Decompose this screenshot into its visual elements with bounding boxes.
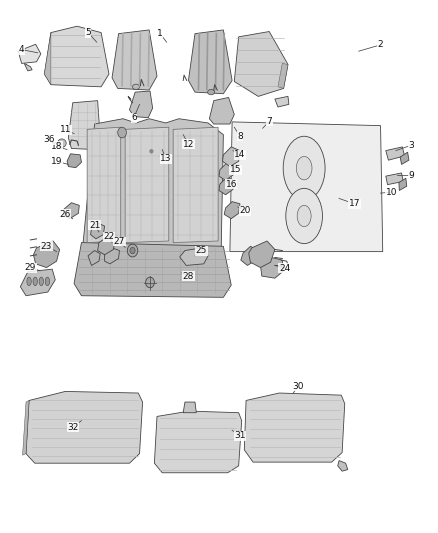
- Polygon shape: [175, 127, 194, 144]
- Polygon shape: [399, 178, 407, 190]
- Text: 22: 22: [103, 232, 115, 241]
- Polygon shape: [67, 154, 81, 167]
- Text: 28: 28: [183, 272, 194, 280]
- Polygon shape: [180, 248, 208, 265]
- Polygon shape: [278, 63, 288, 88]
- Text: 14: 14: [234, 150, 246, 159]
- Text: 13: 13: [160, 154, 172, 163]
- Polygon shape: [261, 257, 284, 278]
- Ellipse shape: [118, 127, 127, 138]
- Text: 9: 9: [408, 171, 414, 180]
- Polygon shape: [112, 30, 157, 90]
- Polygon shape: [74, 243, 231, 297]
- Text: 26: 26: [60, 210, 71, 219]
- Text: 17: 17: [349, 199, 360, 208]
- Polygon shape: [241, 246, 258, 265]
- Text: 36: 36: [43, 135, 54, 144]
- Ellipse shape: [286, 188, 322, 244]
- Text: 4: 4: [19, 45, 25, 54]
- Text: 23: 23: [41, 242, 52, 251]
- Polygon shape: [183, 402, 196, 413]
- Polygon shape: [209, 98, 234, 124]
- Polygon shape: [20, 269, 55, 296]
- Text: 20: 20: [240, 206, 251, 215]
- Text: 12: 12: [183, 140, 194, 149]
- Polygon shape: [98, 236, 115, 255]
- Ellipse shape: [45, 277, 49, 286]
- Polygon shape: [44, 26, 109, 87]
- Ellipse shape: [39, 277, 43, 286]
- Text: 19: 19: [51, 157, 62, 166]
- Text: 3: 3: [408, 141, 414, 150]
- Polygon shape: [44, 33, 51, 85]
- Polygon shape: [230, 122, 383, 252]
- Ellipse shape: [146, 277, 154, 288]
- Polygon shape: [219, 163, 234, 180]
- Text: 11: 11: [60, 125, 71, 134]
- Polygon shape: [87, 127, 121, 243]
- Polygon shape: [275, 96, 289, 107]
- Polygon shape: [386, 147, 405, 160]
- Text: 6: 6: [131, 113, 137, 122]
- Polygon shape: [249, 241, 275, 268]
- Polygon shape: [88, 251, 100, 265]
- Ellipse shape: [296, 157, 312, 180]
- Polygon shape: [24, 63, 32, 71]
- Polygon shape: [386, 173, 403, 184]
- Polygon shape: [64, 203, 79, 219]
- Ellipse shape: [33, 277, 37, 286]
- Polygon shape: [105, 248, 120, 264]
- Text: 30: 30: [293, 382, 304, 391]
- Text: 1: 1: [157, 29, 163, 38]
- Polygon shape: [400, 152, 409, 165]
- Text: 8: 8: [237, 132, 243, 141]
- Ellipse shape: [130, 247, 135, 254]
- Polygon shape: [338, 461, 348, 471]
- Text: 2: 2: [378, 41, 383, 50]
- Polygon shape: [188, 30, 232, 94]
- Polygon shape: [173, 127, 218, 243]
- Text: 7: 7: [266, 117, 272, 126]
- Polygon shape: [91, 223, 105, 239]
- Ellipse shape: [133, 84, 140, 90]
- Ellipse shape: [27, 277, 31, 286]
- Text: 5: 5: [85, 28, 91, 37]
- Polygon shape: [224, 201, 240, 219]
- Text: ●: ●: [149, 148, 154, 153]
- Ellipse shape: [127, 244, 138, 257]
- Polygon shape: [244, 393, 345, 462]
- Ellipse shape: [283, 136, 325, 200]
- Polygon shape: [33, 241, 60, 268]
- Polygon shape: [234, 31, 288, 96]
- Text: 18: 18: [51, 142, 62, 151]
- Polygon shape: [83, 119, 223, 251]
- Polygon shape: [154, 411, 242, 473]
- Text: 24: 24: [279, 264, 290, 272]
- Ellipse shape: [297, 205, 311, 227]
- Text: 31: 31: [234, 431, 246, 440]
- Ellipse shape: [57, 139, 66, 148]
- Polygon shape: [125, 127, 169, 243]
- Polygon shape: [22, 400, 29, 455]
- Polygon shape: [130, 91, 152, 118]
- Ellipse shape: [208, 90, 215, 95]
- Text: 27: 27: [114, 237, 125, 246]
- Text: 16: 16: [226, 180, 237, 189]
- Text: 10: 10: [386, 188, 397, 197]
- Polygon shape: [26, 391, 143, 463]
- Text: 32: 32: [67, 423, 78, 432]
- Text: 21: 21: [89, 221, 100, 230]
- Polygon shape: [18, 44, 41, 63]
- Polygon shape: [219, 177, 234, 195]
- Text: 29: 29: [25, 263, 36, 272]
- Polygon shape: [68, 101, 100, 150]
- Polygon shape: [223, 147, 240, 166]
- Text: 25: 25: [196, 246, 207, 255]
- Text: 15: 15: [230, 165, 241, 174]
